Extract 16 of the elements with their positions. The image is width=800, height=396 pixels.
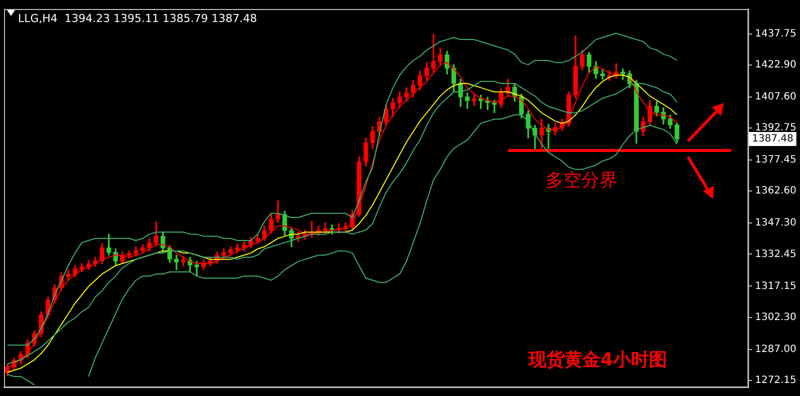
y-tick-label: 1362.60 <box>755 186 796 197</box>
y-tick-label: 1287.00 <box>755 344 796 355</box>
y-tick-label: 1347.30 <box>755 218 796 229</box>
annotation: 现货黄金4小时图 <box>528 350 668 371</box>
y-tick-label: 1332.45 <box>755 248 796 260</box>
y-tick-label: 1317.15 <box>755 280 796 292</box>
y-tick-label: 1407.60 <box>755 92 796 102</box>
y-tick-label: 1272.15 <box>755 375 796 386</box>
y-tick-label: 1392.75 <box>755 122 796 134</box>
y-tick-label: 1377.45 <box>755 154 796 166</box>
chart-title: LLG,H4 1394.23 1395.11 1385.79 1387.48 <box>18 12 257 25</box>
y-tick-label: 1422.90 <box>755 59 796 70</box>
text: 1387.48 <box>752 134 794 145</box>
series-label: 多空分界 <box>546 170 618 192</box>
y-tick-label: 1437.75 <box>755 28 796 40</box>
y-tick-label: 1302.30 <box>755 312 796 323</box>
